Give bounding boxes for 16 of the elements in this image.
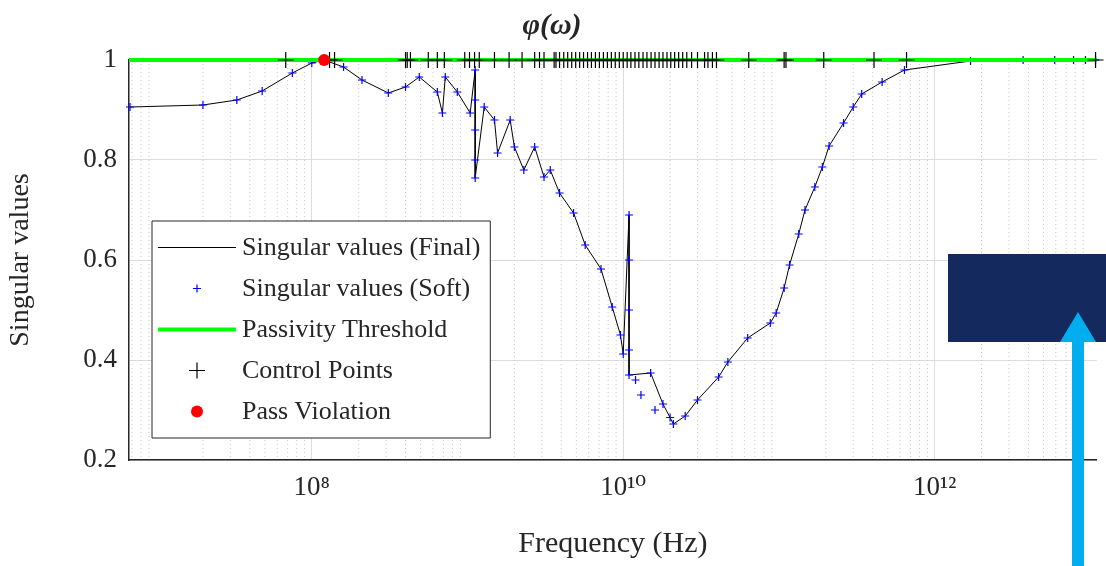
legend-label: Pass Violation xyxy=(242,396,391,426)
y-tick-label: 0.8 xyxy=(83,143,117,174)
legend-label: Passivity Threshold xyxy=(242,314,448,344)
y-tick-label: 0.6 xyxy=(83,243,117,274)
x-axis-title: Frequency (Hz) xyxy=(518,524,708,559)
chart-title: φ(ω) xyxy=(522,6,582,41)
y-tick-label: 1 xyxy=(103,43,117,74)
y-tick-label: 0.2 xyxy=(83,443,117,474)
legend-label: Singular values (Final) xyxy=(242,232,481,262)
x-tick-label: 10¹² xyxy=(913,471,957,502)
legend-label: Control Points xyxy=(242,355,393,385)
legend-label: Singular values (Soft) xyxy=(242,273,471,303)
y-tick-label: 0.4 xyxy=(83,343,118,374)
x-tick-label: 10⁸ xyxy=(293,471,331,502)
y-axis-title: Singular values xyxy=(3,173,35,347)
x-tick-label: 10¹⁰ xyxy=(600,471,647,502)
